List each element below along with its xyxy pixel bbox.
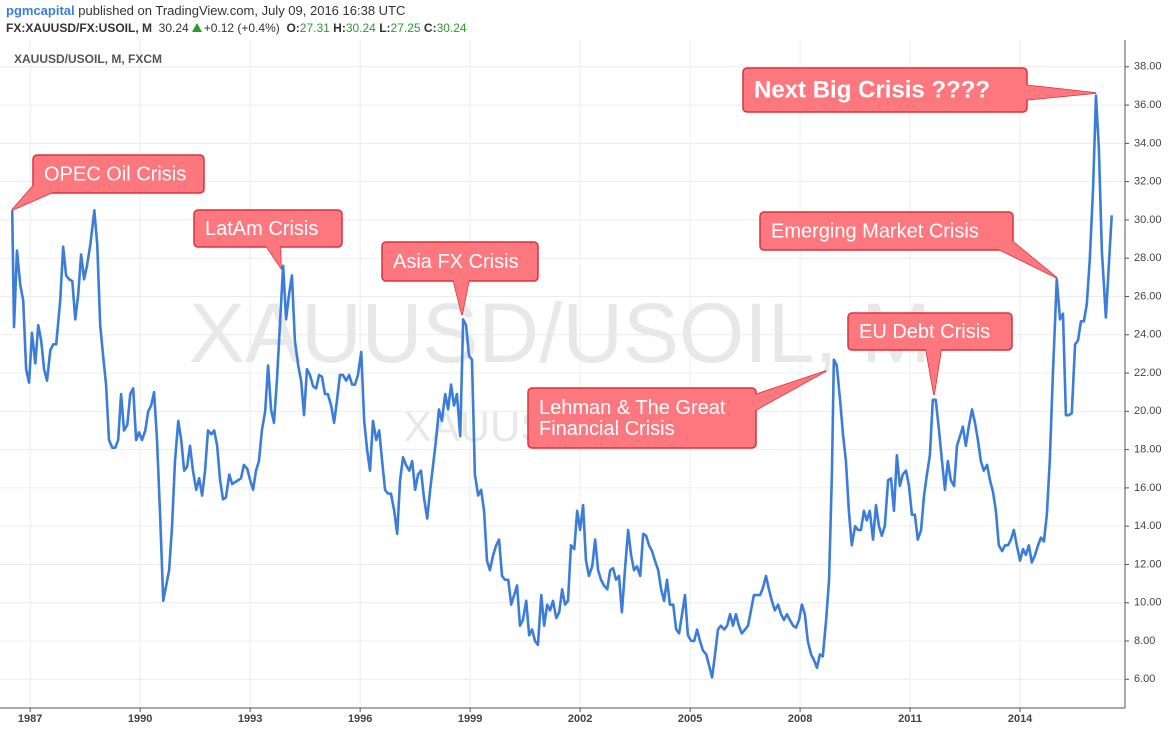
callout-text: Emerging Market Crisis: [771, 220, 979, 242]
x-tick-label: 2014: [1008, 713, 1033, 725]
x-tick-label: 1993: [238, 713, 262, 725]
ohlc-value: 30.24: [436, 21, 467, 35]
change: +0.12 (+0.4%): [203, 21, 280, 35]
callout-box: [527, 387, 757, 449]
callout-text: Next Big Crisis ????: [754, 76, 990, 103]
legend-label: XAUUSD/USOIL, M, FXCM: [14, 52, 162, 66]
callout-joint: [12, 178, 58, 210]
ohlc-value: 30.24: [345, 21, 376, 35]
ohlc-label: L:: [379, 21, 391, 35]
watermark: XAUUSD/USOIL, M: [189, 286, 931, 380]
symbol: FX:XAUUSD/FX:USOIL, M: [6, 21, 152, 35]
series-line: [10, 94, 1114, 679]
y-tick-label: 18.00: [1134, 444, 1162, 456]
y-tick-label: 6.00: [1134, 673, 1155, 685]
header-line-2: FX:XAUUSD/FX:USOIL, M 30.24 +0.12 (+0.4%)…: [6, 21, 467, 35]
callout-box: [32, 154, 205, 194]
callout-joint: [925, 344, 942, 395]
header-line-1: pgmcapital published on TradingView.com,…: [6, 3, 405, 18]
y-tick-label: 30.00: [1134, 214, 1162, 226]
watermark-group: XAUUSD/USOIL, M XAUUSD/USOIL: [189, 286, 931, 450]
callout-text: Lehman & The Great: [539, 397, 726, 419]
last-price: 30.24: [158, 21, 189, 35]
y-tick-label: 36.00: [1134, 99, 1162, 111]
y-tick-label: 20.00: [1134, 405, 1162, 417]
callout-joint: [988, 236, 1057, 278]
callout-joint: [1015, 84, 1096, 101]
ohlc-value: 27.31: [299, 21, 330, 35]
plot-background: [0, 40, 1168, 733]
x-tick-label: 2002: [568, 713, 592, 725]
callout-joint: [262, 240, 281, 268]
ohlc-label: H:: [333, 21, 346, 35]
x-tick-label: 2005: [678, 713, 702, 725]
y-tick-label: 26.00: [1134, 290, 1162, 302]
annotations: OPEC Oil Crisis LatAm Crisis Asia FX Crisi…: [11, 67, 1097, 449]
y-tick-label: 14.00: [1134, 520, 1162, 532]
ohlc-label: O:: [286, 21, 300, 35]
x-tick-label: 2008: [788, 713, 812, 725]
x-tick-label: 1990: [128, 713, 152, 725]
callout-joint: [452, 275, 470, 315]
y-tick-label: 28.00: [1134, 252, 1162, 264]
x-tick-label: 1996: [348, 713, 372, 725]
ohlc-label: C:: [423, 21, 437, 35]
ohlc-value: 27.25: [390, 21, 421, 35]
published: published on TradingView.com, July 09, 2…: [78, 3, 406, 18]
y-tick-label: 12.00: [1134, 558, 1162, 570]
y-tick-label: 38.00: [1134, 61, 1162, 73]
callout-box: [759, 211, 1014, 251]
callout-text: LatAm Crisis: [205, 218, 318, 240]
axes: 6.00 8.00 10.00 12.00 14.00 16.00 18.00 20.00 22…: [18, 61, 1162, 725]
callout-text: Financial Crisis: [539, 418, 675, 440]
x-tick-label: 2011: [898, 713, 922, 725]
callout-joint: [745, 371, 826, 416]
y-tick-label: 32.00: [1134, 176, 1162, 188]
up-arrow: [191, 23, 202, 32]
callout-text: EU Debt Crisis: [859, 321, 990, 343]
y-tick-label: 22.00: [1134, 367, 1162, 379]
y-tick-label: 34.00: [1134, 137, 1162, 149]
y-tick-label: 8.00: [1134, 635, 1155, 647]
y-tick-label: 24.00: [1134, 329, 1162, 341]
publisher[interactable]: pgmcapital: [6, 3, 75, 18]
y-tick-label: 10.00: [1134, 597, 1162, 609]
y-tick-label: 16.00: [1134, 482, 1162, 494]
series-group: [10, 94, 1114, 679]
x-tick-label: 1987: [18, 713, 42, 725]
x-tick-label: 1999: [458, 713, 482, 725]
callout-text: Asia FX Crisis: [393, 251, 519, 273]
callout-text: OPEC Oil Crisis: [44, 163, 186, 185]
